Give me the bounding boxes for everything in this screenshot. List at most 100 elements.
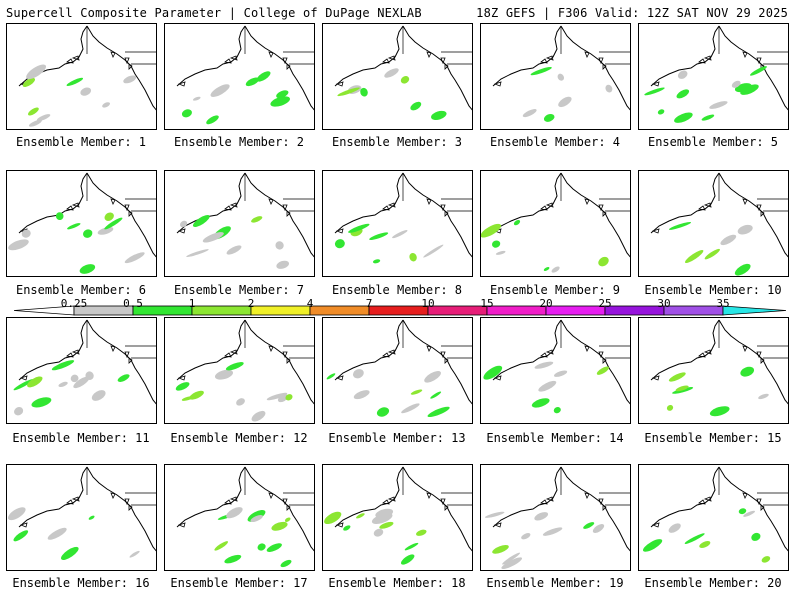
political-border [560,26,630,65]
island-outline [426,198,432,205]
island-outline [268,492,274,499]
colorbar-tick-label: 2 [247,297,255,310]
ensemble-map-panel [638,317,789,424]
island-outline [602,210,607,217]
scp-shade-area [360,87,368,97]
island-outline [756,57,762,65]
ensemble-member-label: Ensemble Member: 2 [173,135,305,149]
political-border [560,173,630,212]
island-outline [584,492,590,499]
island-outline [602,357,607,364]
scp-shade-area [530,66,552,76]
ensemble-map-panel [164,464,315,571]
ensemble-map-panel [480,23,631,130]
scp-shade-area [236,398,245,406]
ensemble-member-label: Ensemble Member: 17 [170,576,308,590]
ensemble-member-label: Ensemble Member: 7 [173,283,305,297]
ensemble-member-label: Ensemble Member: 4 [489,135,621,149]
ensemble-map [176,466,314,568]
scp-shade-area [677,70,688,79]
coastline [492,466,630,552]
scp-shade-area [31,397,52,408]
scp-shade-area [193,96,201,101]
scp-shade-area [83,229,93,238]
scp-shade-area [275,241,284,250]
island-outline [698,499,706,505]
ensemble-member-label: Ensemble Member: 19 [486,576,624,590]
island-outline [224,499,232,505]
scp-shade-area [8,239,29,251]
colorbar-segment [250,305,311,316]
island-outline [177,375,186,381]
colorbar-tick-label: 1 [188,297,196,310]
scp-shade-area [495,250,506,255]
scp-shade-area [226,245,242,255]
island-outline [756,498,762,506]
scp-shade-area [553,406,561,414]
scp-shade-area [79,264,96,274]
island-outline [540,205,548,211]
scp-shade-area [731,80,741,88]
scp-shade-area [226,507,243,519]
island-outline [651,522,660,528]
island-outline [545,202,554,208]
scp-shade-area [104,217,123,230]
coastline [334,319,472,405]
island-outline [177,228,186,234]
scp-shade-area [431,110,447,120]
political-border [718,173,788,212]
coastline [334,25,472,111]
scp-shade-area [551,266,560,273]
island-outline [382,58,390,64]
island-outline [493,81,502,87]
island-outline [756,351,762,359]
scp-shade-area [668,221,692,230]
scp-shade-area [369,232,389,240]
scp-shade-area [484,511,505,518]
island-outline [268,345,274,352]
island-outline [282,351,288,359]
scp-shade-area [36,114,51,122]
colorbar-segment [486,305,547,316]
scp-shade-area [276,90,289,99]
ensemble-map [644,25,788,123]
scp-shade-area [430,391,442,399]
island-outline [440,498,446,506]
ensemble-map [175,319,314,422]
island-outline [110,51,116,58]
scp-shade-area [522,109,537,118]
scp-shade-area [720,234,737,246]
scp-shade-area [709,406,730,417]
colorbar-tick-label: 15 [480,297,494,310]
coastline [18,319,156,405]
ensemble-member-label: Ensemble Member: 15 [644,431,782,445]
island-outline [282,204,288,212]
island-outline [493,522,502,528]
scp-shade-area [28,107,39,116]
scp-shade-area [502,552,521,565]
scp-shade-area [175,382,190,391]
island-outline [440,204,446,212]
island-outline [124,351,130,359]
colorbar-segment [663,305,724,316]
island-outline [703,349,712,355]
island-outline [335,522,344,528]
ensemble-member-label: Ensemble Member: 9 [489,283,621,297]
colorbar-segment [191,305,252,316]
ensemble-map [18,25,156,127]
scp-shade-area [104,212,114,221]
ensemble-member-label: Ensemble Member: 14 [486,431,624,445]
political-border [402,320,472,359]
scp-shade-area [180,220,188,228]
coastline [334,466,472,552]
colorbar-tick-label: 20 [539,297,553,310]
scp-shade-area [416,529,427,536]
scp-shade-area [738,508,747,515]
scp-shade-area [181,109,192,118]
scp-shade-area [583,522,595,529]
scp-shade-area [88,515,95,520]
scp-shade-area [257,543,266,551]
scp-shade-area [531,398,550,408]
island-outline [286,357,291,364]
island-outline [703,496,712,502]
